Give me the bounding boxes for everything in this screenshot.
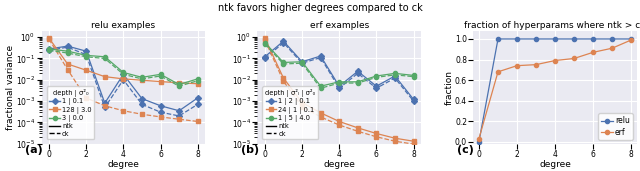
erf [627,39,635,41]
Text: ntk favors higher degrees compared to ck: ntk favors higher degrees compared to ck [218,3,422,13]
erf [570,57,578,60]
erf [532,64,540,66]
relu [532,38,540,40]
erf [551,60,559,62]
relu [551,38,559,40]
Line: erf: erf [477,38,633,141]
Y-axis label: fractional variance: fractional variance [6,45,15,130]
Line: relu: relu [477,37,633,144]
relu [513,38,521,40]
Y-axis label: fraction: fraction [445,70,454,105]
X-axis label: degree: degree [323,160,355,169]
relu [570,38,578,40]
erf [475,137,483,140]
relu [608,38,616,40]
Title: fraction of hyperparams where ntk > ck: fraction of hyperparams where ntk > ck [464,21,640,30]
Title: relu examples: relu examples [92,21,156,30]
Text: (a): (a) [25,145,43,155]
X-axis label: degree: degree [539,160,571,169]
Legend: 1 | 0.1, 128 | 3.0, 3 | 0.0, ntk, ck: 1 | 0.1, 128 | 3.0, 3 | 0.0, ntk, ck [47,86,94,139]
relu [475,141,483,143]
erf [513,65,521,67]
Text: (b): (b) [241,145,259,155]
relu [494,38,502,40]
erf [608,47,616,49]
relu [627,38,635,40]
erf [494,71,502,73]
Title: erf examples: erf examples [310,21,369,30]
erf [589,51,597,53]
Legend: relu, erf: relu, erf [598,113,633,140]
X-axis label: degree: degree [108,160,140,169]
relu [589,38,597,40]
Legend: 1 | 2 | 0.1, 24 | 1 | 0.1, 1 | 5 | 4.0, ntk, ck: 1 | 2 | 0.1, 24 | 1 | 0.1, 1 | 5 | 4.0, … [262,86,318,139]
Text: (c): (c) [457,145,474,155]
